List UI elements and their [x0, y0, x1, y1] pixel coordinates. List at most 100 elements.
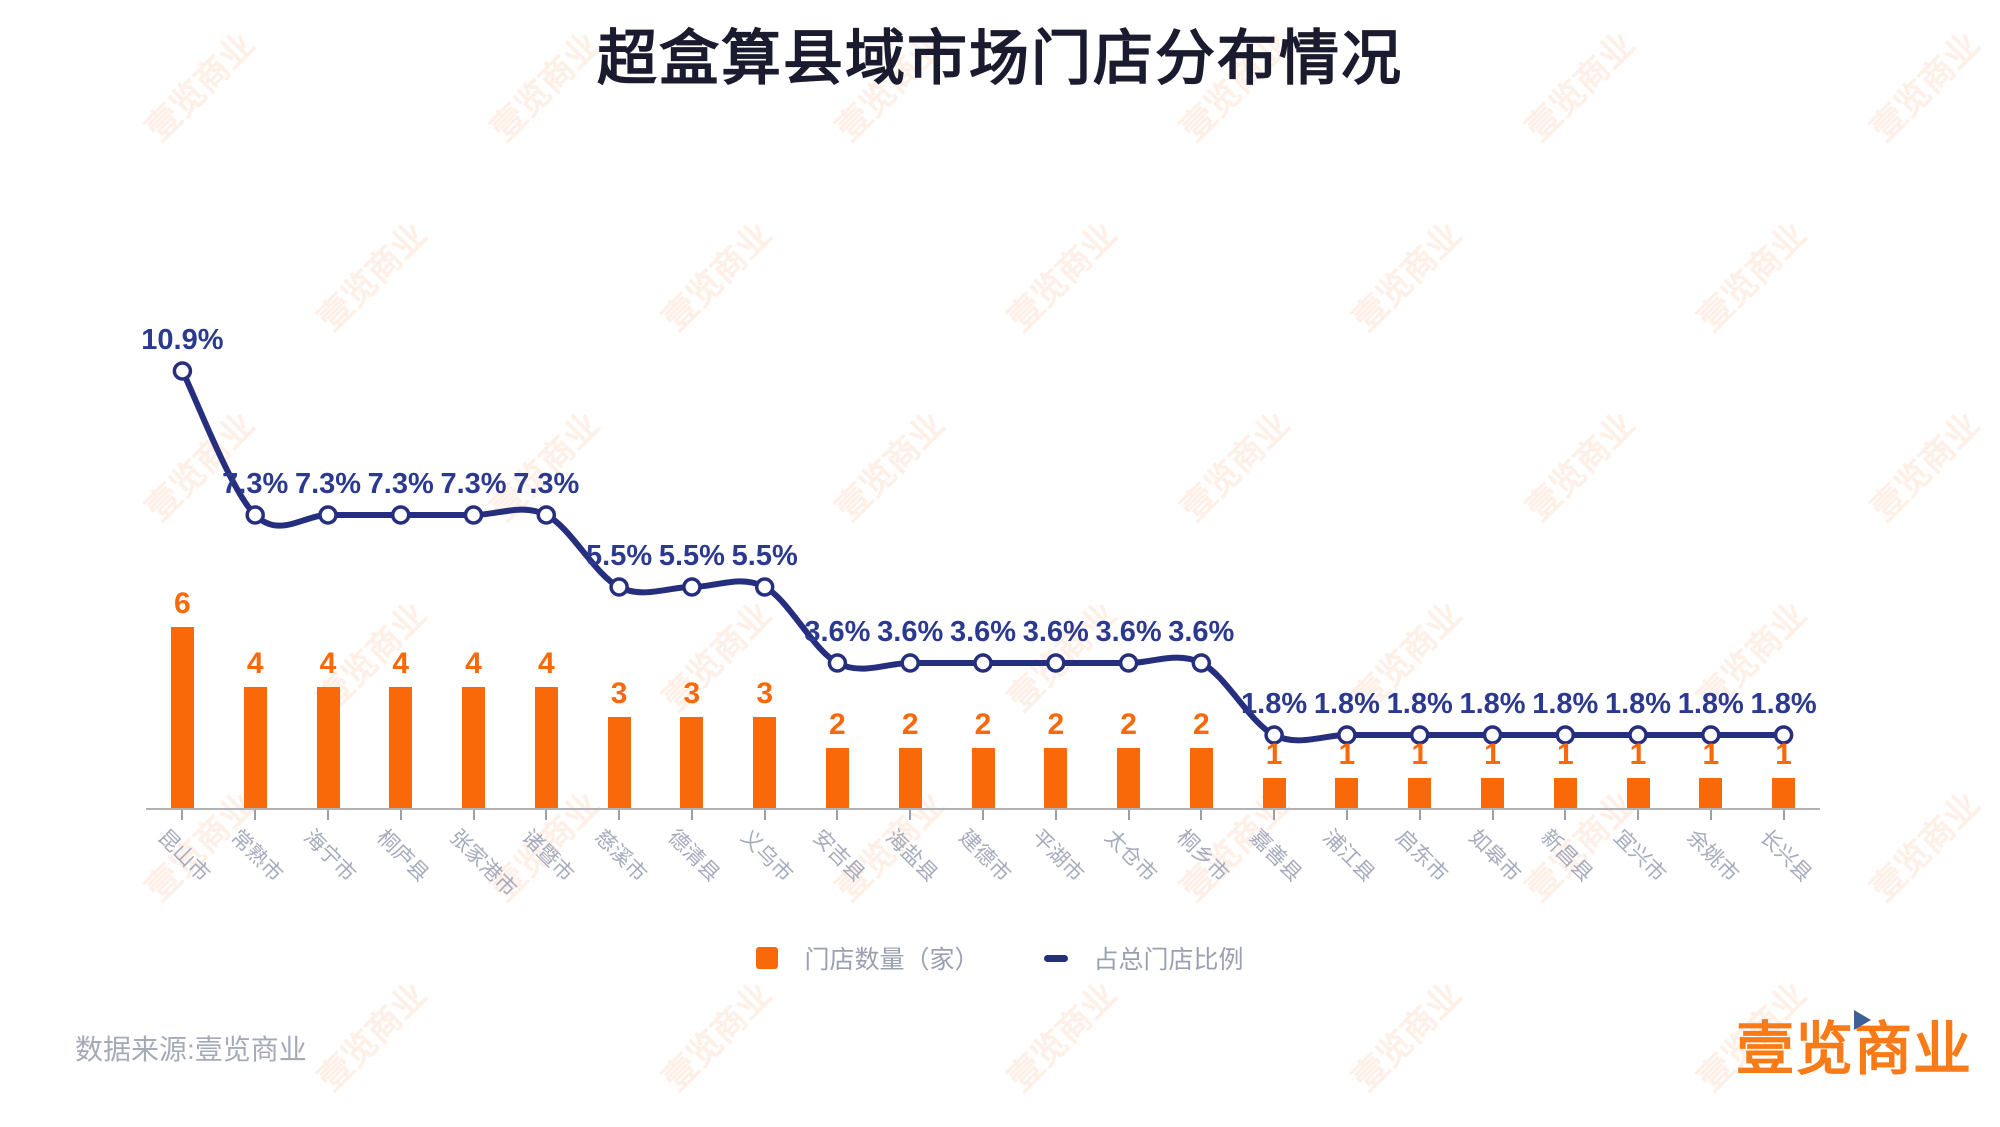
store-count-bar[interactable] [1699, 778, 1723, 808]
category-label: 常熟市 [226, 825, 288, 887]
store-count-bar[interactable] [1408, 778, 1432, 808]
x-axis-tick [1345, 810, 1348, 820]
store-count-bar[interactable] [898, 748, 922, 808]
category-label: 启东市 [1390, 825, 1452, 887]
watermark-text: 壹览商业 [1518, 405, 1642, 529]
bar-value-label: 3 [610, 677, 628, 710]
bar-value-label: 2 [974, 708, 992, 741]
bar-value-label: 1 [1411, 738, 1429, 771]
watermark-text: 壹览商业 [310, 975, 434, 1099]
line-value-label: 1.8% [1678, 688, 1744, 720]
line-value-label: 7.3% [513, 468, 579, 500]
legend-label-line: 占总门店比例 [1093, 946, 1244, 974]
brand-logo: 壹览商业 [1736, 1002, 1972, 1086]
category-label: 昆山市 [153, 825, 215, 887]
store-count-bar[interactable] [170, 627, 194, 808]
watermark-text: 壹览商业 [1173, 405, 1297, 529]
line-marker[interactable] [245, 505, 265, 525]
legend-item-line[interactable]: 占总门店比例 [1043, 940, 1244, 976]
x-axis-tick [1200, 810, 1203, 820]
category-label: 海宁市 [299, 825, 361, 887]
store-count-bar[interactable] [1626, 778, 1650, 808]
x-axis-tick [1273, 810, 1276, 820]
bar-value-label: 4 [537, 647, 555, 680]
category-label: 建德市 [954, 825, 1016, 887]
watermark-text: 壹览商业 [1000, 215, 1124, 339]
x-axis-tick [763, 810, 766, 820]
x-axis-tick [618, 810, 621, 820]
category-label: 慈溪市 [590, 825, 652, 887]
store-count-bar[interactable] [971, 748, 995, 808]
line-series-swatch [1043, 954, 1068, 962]
category-label: 桐乡市 [1172, 825, 1234, 887]
store-count-bar[interactable] [389, 687, 413, 808]
watermark-text: 壹览商业 [1863, 785, 1987, 909]
category-label: 长兴县 [1754, 825, 1816, 887]
store-count-bar[interactable] [825, 748, 849, 808]
bar-value-label: 4 [465, 647, 482, 680]
store-count-bar[interactable] [1481, 778, 1504, 808]
legend-label-bars: 门店数量（家） [804, 946, 980, 974]
watermark-text: 壹览商业 [483, 405, 607, 529]
line-value-label: 3.6% [1096, 616, 1162, 648]
line-value-label: 3.6% [950, 616, 1016, 648]
store-count-bar[interactable] [243, 687, 267, 808]
watermark-text: 壹览商业 [310, 215, 434, 339]
line-value-label: 1.8% [1751, 688, 1817, 720]
bar-value-label: 2 [829, 708, 846, 741]
line-marker[interactable] [609, 577, 629, 597]
category-label: 海盐县 [881, 825, 943, 887]
line-marker[interactable] [463, 505, 484, 525]
store-count-bar[interactable] [462, 687, 485, 808]
store-count-bar[interactable] [1189, 748, 1213, 808]
category-label: 新昌县 [1536, 825, 1598, 887]
line-marker[interactable] [536, 505, 557, 525]
line-marker[interactable] [682, 577, 702, 597]
store-count-bar[interactable] [316, 687, 340, 808]
line-marker[interactable] [900, 653, 920, 673]
line-marker[interactable] [1118, 653, 1139, 673]
store-count-bar[interactable] [607, 717, 631, 808]
watermark-text: 壹览商业 [655, 215, 779, 339]
line-value-label: 10.9% [141, 324, 223, 356]
store-count-bar[interactable] [753, 717, 777, 808]
bar-value-label: 1 [1265, 738, 1283, 771]
x-axis-tick [1709, 810, 1712, 820]
store-count-bar[interactable] [1553, 778, 1577, 808]
x-axis-tick [254, 810, 257, 820]
store-count-bar[interactable] [1335, 778, 1359, 808]
line-marker[interactable] [390, 505, 411, 525]
line-value-label: 3.6% [804, 616, 870, 648]
x-axis-tick [1418, 810, 1421, 820]
bar-value-label: 2 [901, 708, 919, 741]
line-value-label: 5.5% [586, 540, 652, 572]
line-value-label: 3.6% [1168, 616, 1234, 648]
store-count-bar[interactable] [680, 717, 704, 808]
bar-value-label: 1 [1775, 738, 1792, 771]
bar-value-label: 2 [1120, 708, 1137, 741]
category-label: 桐庐县 [371, 825, 433, 887]
play-triangle-icon [1853, 1010, 1871, 1030]
line-marker[interactable] [827, 653, 848, 673]
line-marker[interactable] [1191, 653, 1212, 673]
line-value-label: 7.3% [440, 468, 506, 500]
store-count-bar[interactable] [1772, 778, 1796, 808]
line-marker[interactable] [754, 577, 775, 597]
line-marker[interactable] [1046, 653, 1066, 673]
line-marker[interactable] [318, 505, 338, 525]
line-marker[interactable] [973, 653, 993, 673]
store-count-bar[interactable] [534, 687, 558, 808]
category-label: 浦江县 [1318, 825, 1379, 887]
line-value-label: 1.8% [1241, 688, 1307, 720]
watermark-text: 壹览商业 [1690, 595, 1814, 719]
x-axis-tick [690, 810, 693, 820]
store-count-bar[interactable] [1117, 748, 1141, 808]
store-count-bar[interactable] [1262, 778, 1286, 808]
store-count-bar[interactable] [1044, 748, 1068, 808]
category-label: 平湖市 [1026, 825, 1088, 887]
bar-value-label: 4 [392, 647, 410, 680]
watermark-text: 壹览商业 [1000, 975, 1124, 1099]
line-marker[interactable] [172, 361, 193, 381]
legend-item-bars[interactable]: 门店数量（家） [756, 940, 980, 976]
